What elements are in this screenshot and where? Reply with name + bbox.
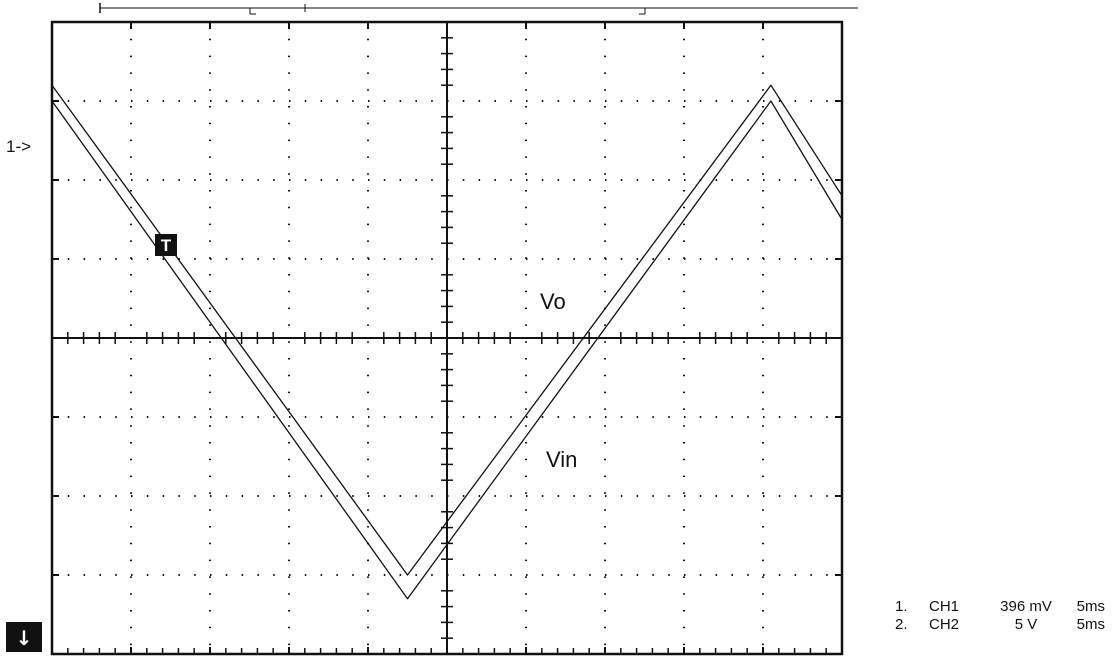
channel-scale: 396 mV bbox=[1000, 598, 1052, 615]
channel-timebase: 5ms bbox=[1076, 616, 1105, 633]
vo-label: Vo bbox=[540, 289, 566, 314]
channel-index: 1. bbox=[895, 598, 908, 615]
trigger-marker-label: T bbox=[161, 236, 172, 255]
graticule-grid bbox=[51, 21, 842, 654]
ground-marker-label: ↓ bbox=[16, 626, 33, 650]
vin-label: Vin bbox=[546, 447, 577, 472]
channel-scale: 5 V bbox=[1014, 616, 1038, 633]
channel-index: 2. bbox=[895, 616, 908, 633]
waveform-traces bbox=[51, 84, 843, 600]
down-arrow-icon: ↓ bbox=[6, 622, 42, 652]
trace-vo bbox=[51, 84, 843, 576]
ch1-reference-marker: 1-> bbox=[6, 137, 31, 156]
channel-row-ch2: 2. CH2 5 V 5ms bbox=[895, 616, 1105, 634]
channel-row-ch1: 1. CH1 396 mV 5ms bbox=[895, 598, 1105, 616]
channel-timebase: 5ms bbox=[1076, 598, 1105, 615]
trace-vin bbox=[51, 100, 843, 600]
channel-settings-panel: 1. CH1 396 mV 5ms 2. CH2 5 V 5ms bbox=[895, 598, 1105, 634]
channel-name: CH2 bbox=[929, 616, 960, 633]
timebase-indicator-bar bbox=[99, 3, 858, 15]
trigger-t-icon: T bbox=[155, 234, 177, 256]
channel-name: CH1 bbox=[929, 598, 960, 615]
